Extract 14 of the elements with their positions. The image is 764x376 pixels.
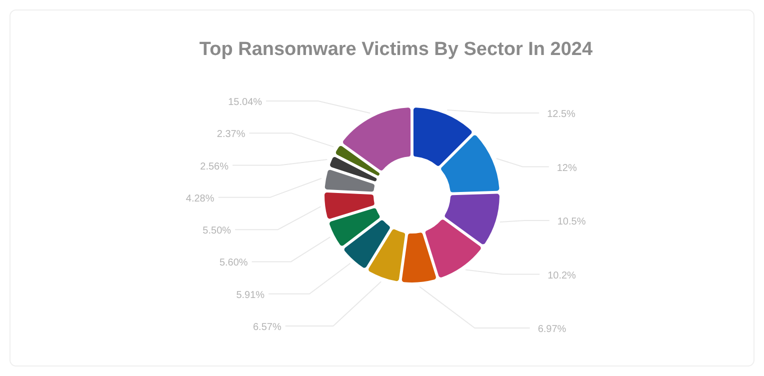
data-label: 4.28% bbox=[186, 193, 214, 204]
data-label: 5.50% bbox=[202, 226, 232, 237]
data-label: 2.56% bbox=[200, 161, 229, 172]
data-label: 12% bbox=[556, 162, 577, 174]
data-label: 10.2% bbox=[548, 270, 576, 282]
data-label: 15.04% bbox=[228, 97, 262, 108]
data-label: 6.57% bbox=[252, 322, 282, 333]
data-label: 10.5% bbox=[557, 216, 586, 228]
chart-title: Top Ransomware Victims By Sector In 2024 bbox=[199, 39, 594, 60]
data-label: 5.91% bbox=[236, 290, 265, 301]
data-label: 12.5% bbox=[547, 109, 576, 120]
data-label: 2.37% bbox=[216, 129, 246, 140]
data-label: 5.60% bbox=[219, 258, 248, 269]
data-label: 6.97% bbox=[538, 324, 566, 335]
